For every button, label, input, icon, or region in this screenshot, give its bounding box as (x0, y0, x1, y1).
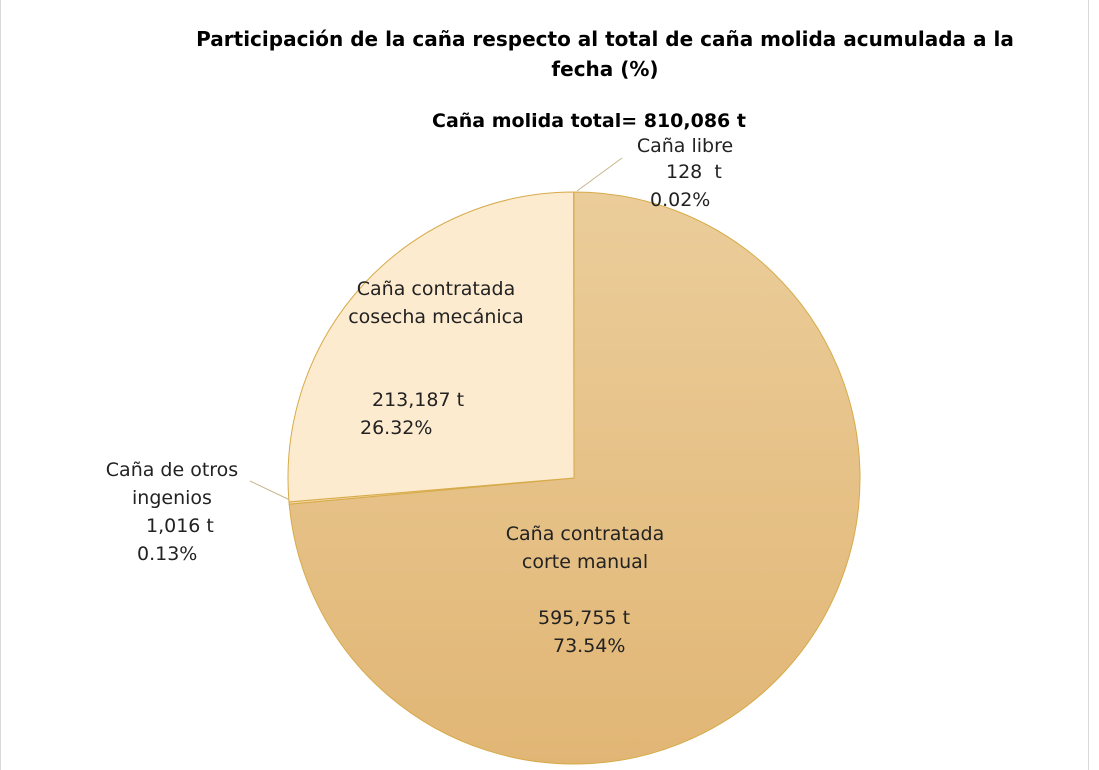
slice-label: Caña contratada cosecha mecánica (348, 278, 524, 328)
slice-value-label: 128 t (666, 161, 722, 183)
leader-line (249, 480, 293, 502)
pie-slice (288, 191, 861, 765)
slice-percent-label: 0.02% (650, 189, 711, 211)
leader-line (576, 157, 623, 192)
slice-label: Caña libre (636, 135, 734, 157)
slice-value-label: 213,187 t (372, 389, 465, 411)
slice-value-label: 1,016 t (146, 515, 214, 537)
slice-percent-label: 26.32% (360, 417, 433, 439)
slice-percent-label: 0.13% (137, 543, 198, 565)
chart-title: Participación de la caña respecto al tot… (196, 27, 1014, 81)
chart-subtitle: Caña molida total= 810,086 t (432, 110, 746, 132)
slice-value-label: 595,755 t (538, 607, 631, 629)
pie-slice (287, 191, 575, 503)
slice-label: Caña de otros ingenios (105, 459, 239, 509)
slice-percent-label: 73.54% (553, 635, 626, 657)
slice-label: Caña contratada corte manual (505, 523, 665, 573)
